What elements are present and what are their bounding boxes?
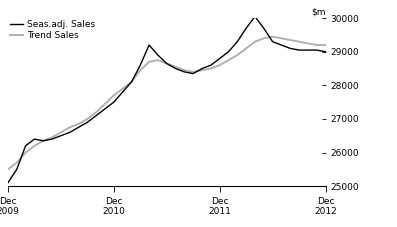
Seas.adj. Sales [41, 139, 46, 142]
Trend Sales [270, 35, 275, 38]
Seas.adj. Sales [164, 62, 169, 65]
Trend Sales [147, 60, 152, 63]
Trend Sales [235, 54, 240, 57]
Seas.adj. Sales [156, 54, 160, 57]
Seas.adj. Sales [76, 126, 81, 129]
Seas.adj. Sales [173, 67, 178, 70]
Seas.adj. Sales [306, 49, 310, 52]
Seas.adj. Sales [297, 49, 301, 52]
Trend Sales [200, 69, 204, 72]
Seas.adj. Sales [50, 138, 54, 141]
Trend Sales [164, 62, 169, 65]
Line: Trend Sales: Trend Sales [8, 37, 326, 169]
Trend Sales [58, 131, 63, 134]
Trend Sales [191, 71, 196, 73]
Trend Sales [94, 111, 98, 114]
Trend Sales [85, 118, 90, 120]
Trend Sales [156, 59, 160, 62]
Trend Sales [261, 37, 266, 40]
Seas.adj. Sales [200, 67, 204, 70]
Seas.adj. Sales [14, 168, 19, 171]
Trend Sales [279, 37, 284, 40]
Trend Sales [306, 42, 310, 45]
Legend: Seas.adj. Sales, Trend Sales: Seas.adj. Sales, Trend Sales [9, 19, 96, 41]
Trend Sales [41, 139, 46, 142]
Seas.adj. Sales [217, 57, 222, 60]
Trend Sales [252, 40, 257, 43]
Seas.adj. Sales [112, 101, 116, 104]
Line: Seas.adj. Sales: Seas.adj. Sales [8, 17, 326, 183]
Seas.adj. Sales [32, 138, 37, 141]
Trend Sales [129, 81, 134, 83]
Seas.adj. Sales [191, 72, 196, 75]
Seas.adj. Sales [58, 134, 63, 137]
Seas.adj. Sales [138, 64, 143, 67]
Seas.adj. Sales [288, 47, 293, 50]
Trend Sales [6, 168, 10, 171]
Seas.adj. Sales [102, 108, 107, 110]
Trend Sales [288, 39, 293, 41]
Trend Sales [323, 44, 328, 46]
Seas.adj. Sales [279, 44, 284, 46]
Trend Sales [208, 67, 213, 70]
Seas.adj. Sales [129, 81, 134, 83]
Trend Sales [50, 136, 54, 139]
Trend Sales [14, 161, 19, 164]
Trend Sales [297, 40, 301, 43]
Seas.adj. Sales [85, 121, 90, 124]
Seas.adj. Sales [182, 71, 187, 73]
Trend Sales [138, 69, 143, 72]
Seas.adj. Sales [94, 114, 98, 117]
Trend Sales [226, 59, 231, 62]
Seas.adj. Sales [252, 15, 257, 18]
Seas.adj. Sales [261, 27, 266, 30]
Text: $m: $m [311, 7, 326, 17]
Seas.adj. Sales [147, 44, 152, 46]
Trend Sales [32, 144, 37, 147]
Trend Sales [217, 64, 222, 67]
Trend Sales [314, 44, 319, 46]
Trend Sales [23, 151, 28, 154]
Seas.adj. Sales [314, 49, 319, 52]
Trend Sales [182, 69, 187, 72]
Seas.adj. Sales [270, 40, 275, 43]
Seas.adj. Sales [208, 64, 213, 67]
Seas.adj. Sales [235, 40, 240, 43]
Seas.adj. Sales [6, 181, 10, 184]
Seas.adj. Sales [244, 27, 249, 30]
Seas.adj. Sales [23, 144, 28, 147]
Seas.adj. Sales [226, 50, 231, 53]
Trend Sales [173, 66, 178, 68]
Trend Sales [67, 126, 72, 129]
Seas.adj. Sales [323, 50, 328, 53]
Trend Sales [244, 47, 249, 50]
Trend Sales [112, 94, 116, 97]
Trend Sales [76, 123, 81, 125]
Trend Sales [102, 102, 107, 105]
Seas.adj. Sales [67, 131, 72, 134]
Trend Sales [120, 87, 125, 90]
Seas.adj. Sales [120, 91, 125, 94]
